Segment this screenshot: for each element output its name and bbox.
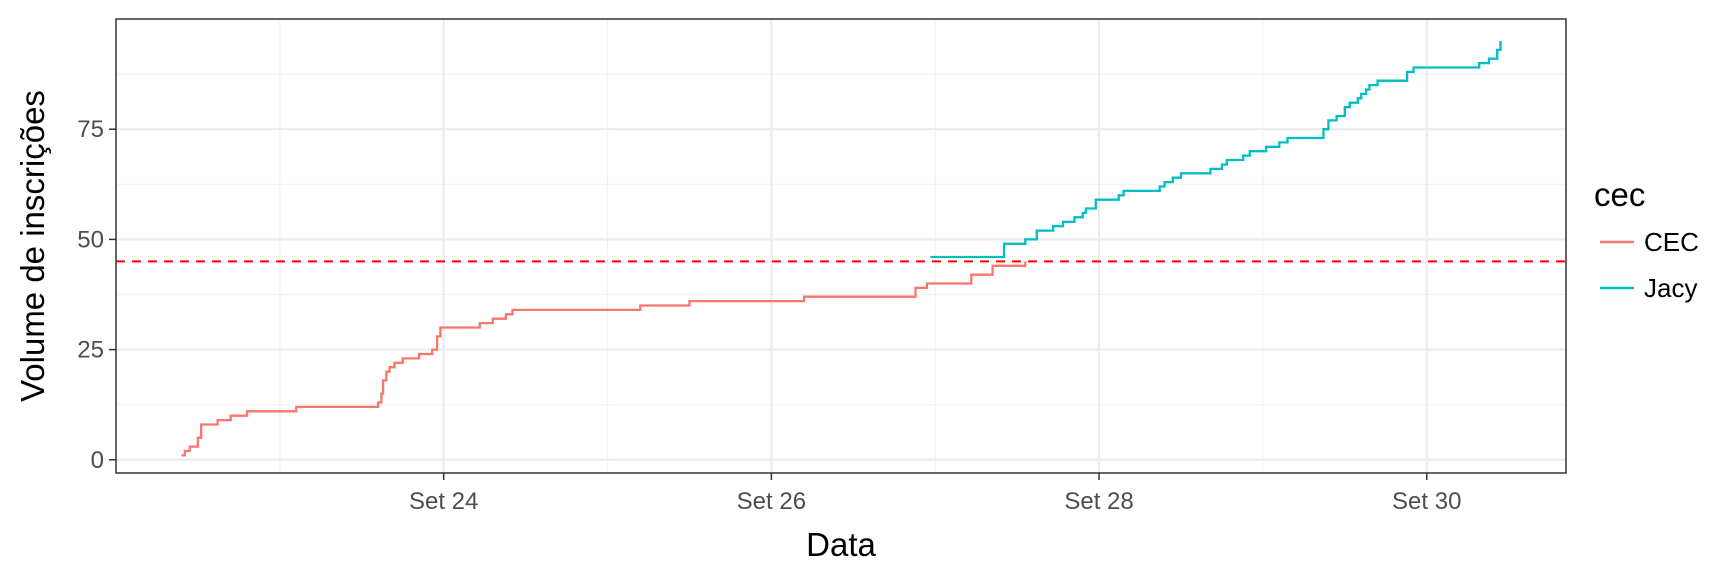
grid-minor <box>116 19 1566 473</box>
legend-title: cec <box>1594 176 1645 213</box>
x-tick-label: Set 24 <box>409 488 478 515</box>
series-line-jacy <box>930 41 1502 259</box>
y-axis-title: Volume de inscrições <box>14 90 51 402</box>
y-tick-label: 50 <box>77 226 104 253</box>
y-tick-label: 75 <box>77 116 104 143</box>
y-axis: 0 25 50 75 <box>77 116 116 474</box>
legend-label-cec: CEC <box>1644 227 1699 257</box>
x-axis-title: Data <box>806 526 876 563</box>
plot-panel-background <box>116 19 1566 473</box>
y-tick-label: 0 <box>91 447 104 474</box>
plot-panel-border <box>115 18 1567 474</box>
series-line-cec <box>181 261 1027 457</box>
grid-major <box>116 19 1566 473</box>
series-layer <box>181 41 1502 457</box>
legend-items: CEC Jacy <box>1600 227 1699 303</box>
legend-label-jacy: Jacy <box>1644 273 1697 303</box>
x-axis: Set 24 Set 26 Set 28 Set 30 <box>409 473 1461 515</box>
x-tick-label: Set 26 <box>737 488 806 515</box>
legend: cec CEC Jacy <box>1594 176 1699 303</box>
y-tick-label: 25 <box>77 337 104 364</box>
x-tick-label: Set 30 <box>1392 488 1461 515</box>
x-tick-label: Set 28 <box>1064 488 1133 515</box>
